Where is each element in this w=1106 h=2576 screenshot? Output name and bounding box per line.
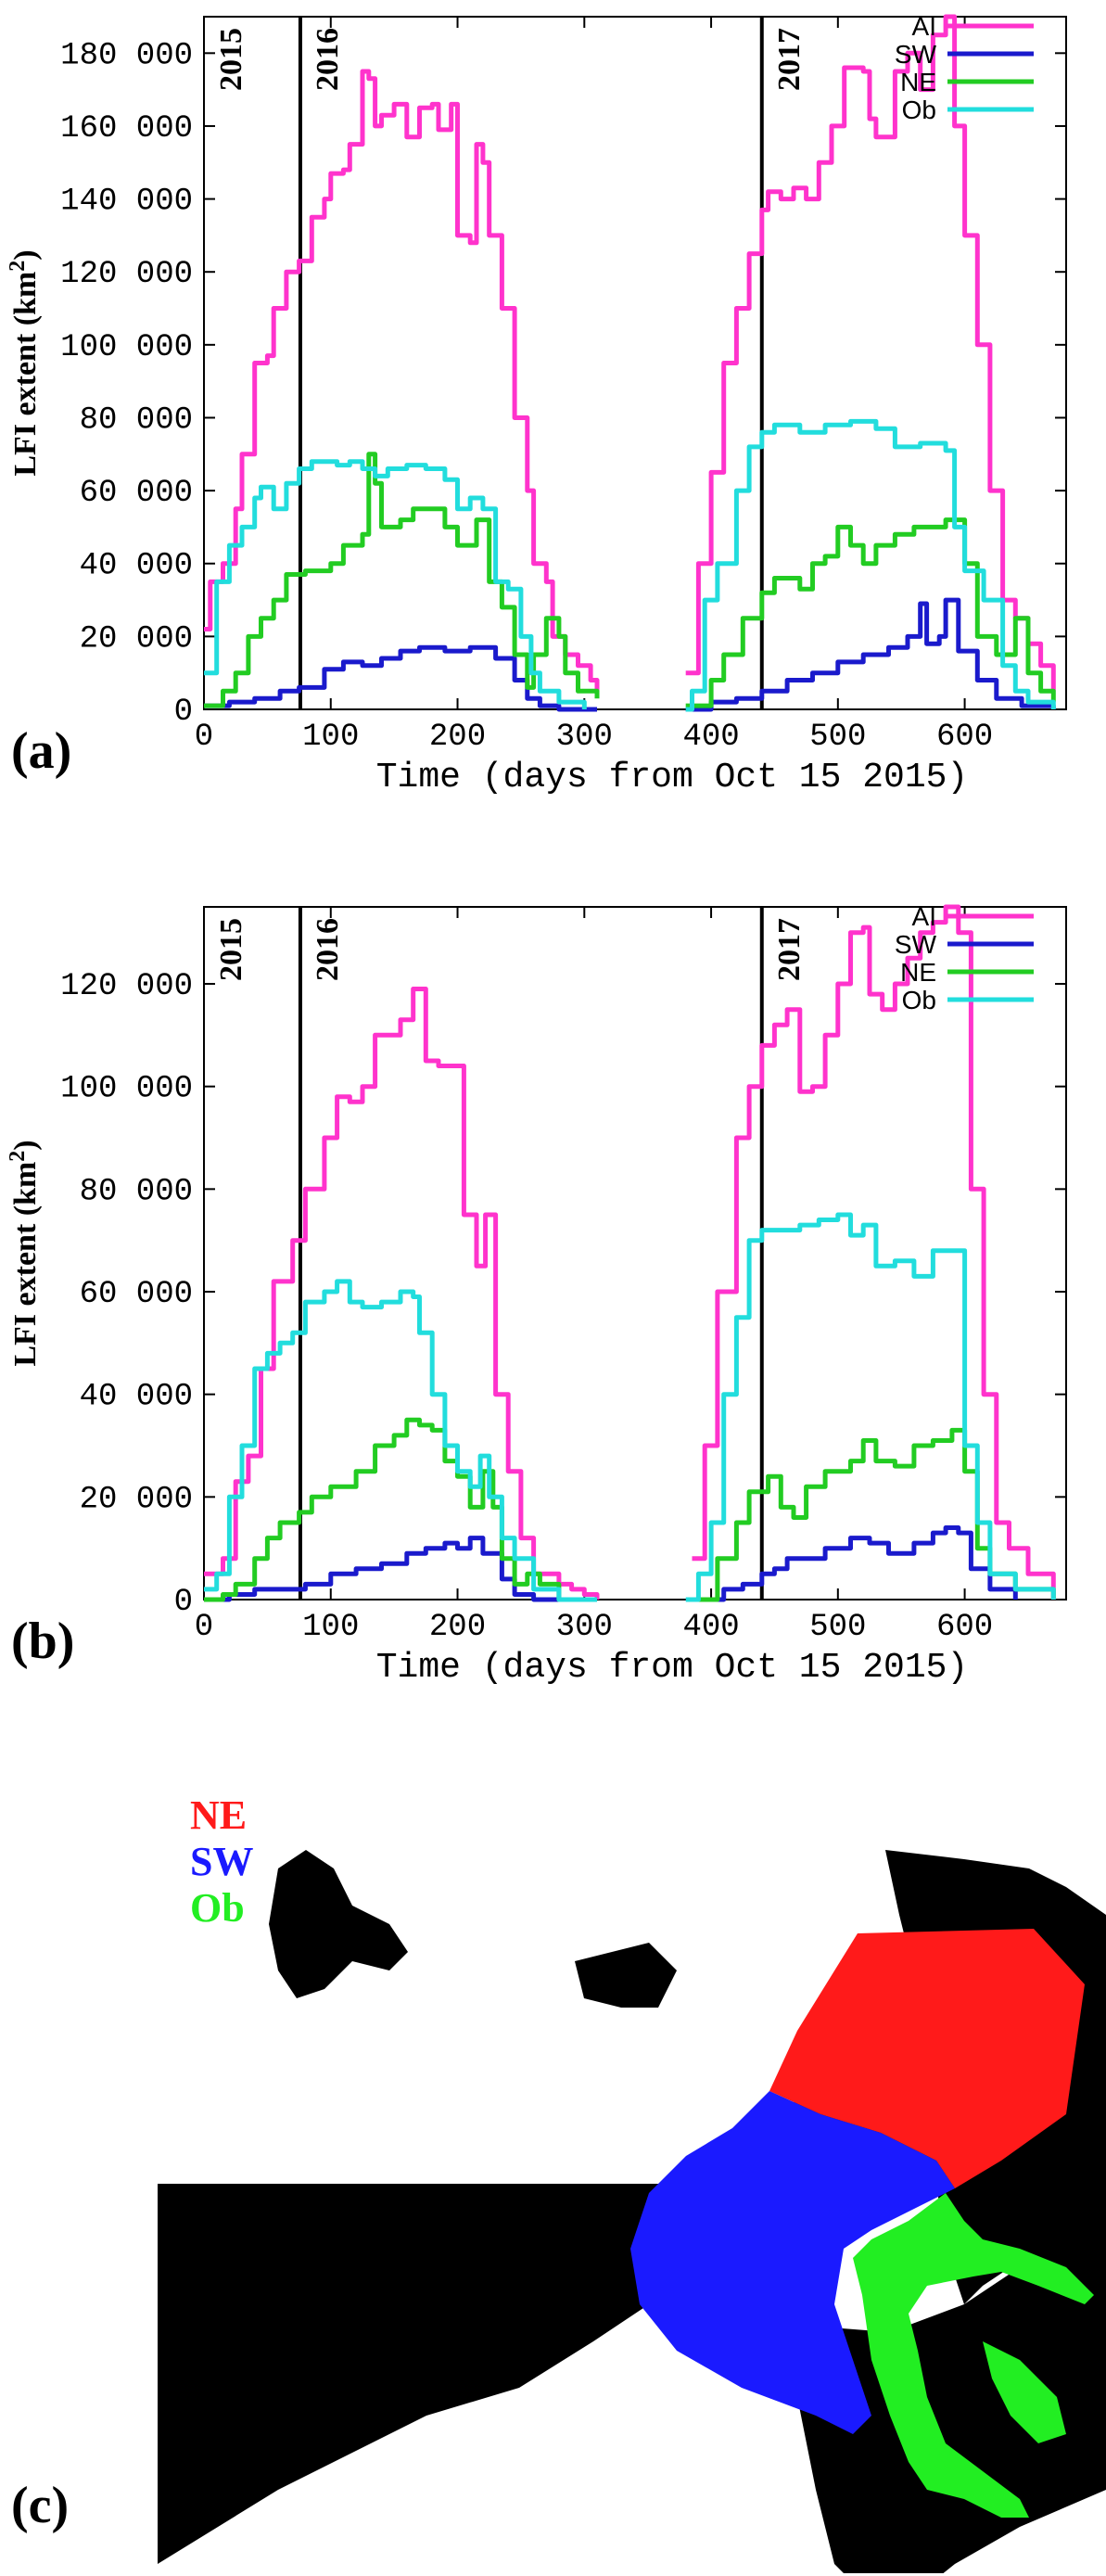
plot-frame [203,906,1067,1600]
panel-label-c: (c) [11,2477,69,2534]
series-ne-line [204,452,600,708]
year-label-2015: 2015 [214,918,248,981]
year-label-2015: 2015 [214,28,248,91]
panel-label-a: (a) [11,722,71,780]
region-sw [630,2091,955,2434]
series-sw-line [204,1536,585,1602]
legend-label-sw: SW [895,930,937,959]
y-tick-label: 80 000 [80,1174,193,1209]
x-tick-label: 100 [302,720,359,755]
region-label-ne: NE [190,1792,247,1838]
year-label-2016: 2016 [311,28,345,91]
x-tick-label: 200 [429,720,486,755]
legend-label-ne: NE [900,68,936,96]
region-ob [853,2193,1094,2518]
x-tick-label: 500 [809,720,866,755]
y-tick-label: 0 [174,1585,193,1620]
year-label-2016: 2016 [311,918,345,981]
series-ai-line [685,14,1056,692]
y-tick-label: 0 [174,695,193,730]
x-axis-label: Time (days from Oct 15 2015) [376,758,969,797]
chart-b: (b) 0 100 200 300 400 500 600 0 20 000 40 000 60 0… [6,902,1067,1688]
year-label-2017: 2017 [772,28,807,91]
series-ai-line [204,987,600,1600]
y-tick-label: 180 000 [60,38,193,73]
year-label-2017: 2017 [772,918,807,981]
series-sw-line [698,1525,1018,1602]
chart-a: (a) 0 100 200 300 400 500 600 0 20 000 40 000 60 0… [6,12,1067,797]
y-tick-label: 60 000 [80,1277,193,1312]
x-tick-label: 200 [429,1610,486,1645]
x-tick-label: 600 [936,1610,993,1645]
x-tick-label: 0 [195,720,213,755]
region-ne [769,1929,1085,2188]
y-tick-label: 20 000 [80,1482,193,1517]
x-axis-label: Time (days from Oct 15 2015) [376,1648,969,1688]
legend-label-sw: SW [895,40,937,69]
series-ob-line [204,1279,597,1602]
y-tick-label: 80 000 [80,402,193,438]
x-tick-label: 300 [556,720,613,755]
series-ai-line [204,69,600,692]
y-tick-label: 60 000 [80,476,193,511]
y-tick-label: 100 000 [60,330,193,365]
x-tick-label: 500 [809,1610,866,1645]
legend-label-ai: AI [912,12,936,41]
x-tick-label: 400 [682,720,739,755]
series-ai-line [692,904,1056,1600]
x-tick-label: 400 [682,1610,739,1645]
y-tick-label: 120 000 [60,969,193,1004]
series-ob-line [204,459,587,709]
series-sw-line [685,597,1056,712]
plot-frame [203,16,1067,710]
y-tick-label: 160 000 [60,111,193,147]
y-axis-label: LFI extent (km2) [6,1140,43,1366]
x-tick-label: 0 [195,1610,213,1645]
x-tick-label: 600 [936,720,993,755]
y-axis-label: LFI extent (km2) [6,249,43,476]
legend-label-ne: NE [900,958,936,987]
legend-label-ob: Ob [902,986,936,1014]
legend-label-ob: Ob [902,96,936,124]
legend-label-ai: AI [912,902,936,931]
y-tick-label: 140 000 [60,185,193,220]
region-label-sw: SW [190,1839,253,1884]
y-tick-label: 20 000 [80,621,193,657]
series-ob-line [685,418,1056,712]
y-tick-label: 120 000 [60,257,193,292]
panel-label-b: (b) [11,1613,74,1670]
series-ob-line [685,1212,1056,1602]
y-tick-label: 40 000 [80,1380,193,1415]
x-tick-label: 100 [302,1610,359,1645]
y-tick-label: 40 000 [80,549,193,584]
y-tick-label: 100 000 [60,1072,193,1107]
series-ne-line [685,517,1056,708]
region-label-ob: Ob [190,1885,245,1931]
x-tick-label: 300 [556,1610,613,1645]
region-map: NE SW Ob (c) [11,1792,1106,2573]
